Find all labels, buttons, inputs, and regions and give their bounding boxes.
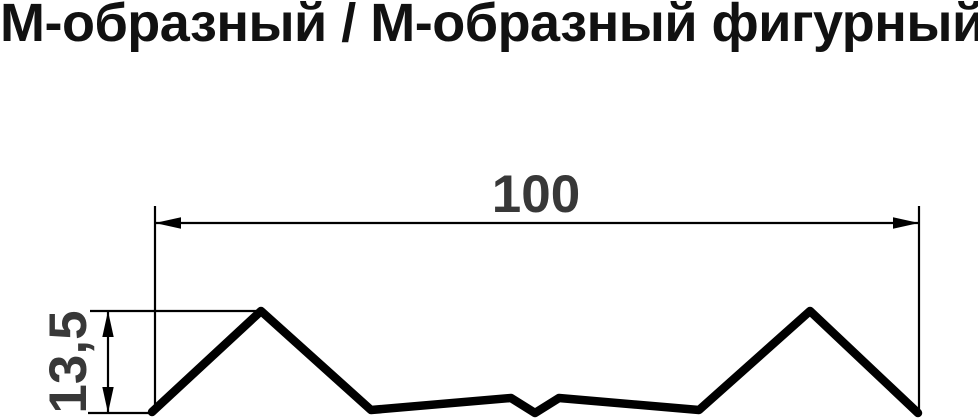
dimension-lines xyxy=(88,206,921,415)
arrowhead-left xyxy=(155,217,181,229)
profile-outline xyxy=(147,306,923,418)
page-title: М-образный / М-образный фигурный xyxy=(0,0,978,53)
height-dimension-label: 13,5 xyxy=(39,310,98,413)
width-dimension-label: 100 xyxy=(492,165,580,224)
arrowhead-right xyxy=(893,217,919,229)
arrowhead-up xyxy=(102,311,114,337)
arrowhead-down xyxy=(102,387,114,413)
